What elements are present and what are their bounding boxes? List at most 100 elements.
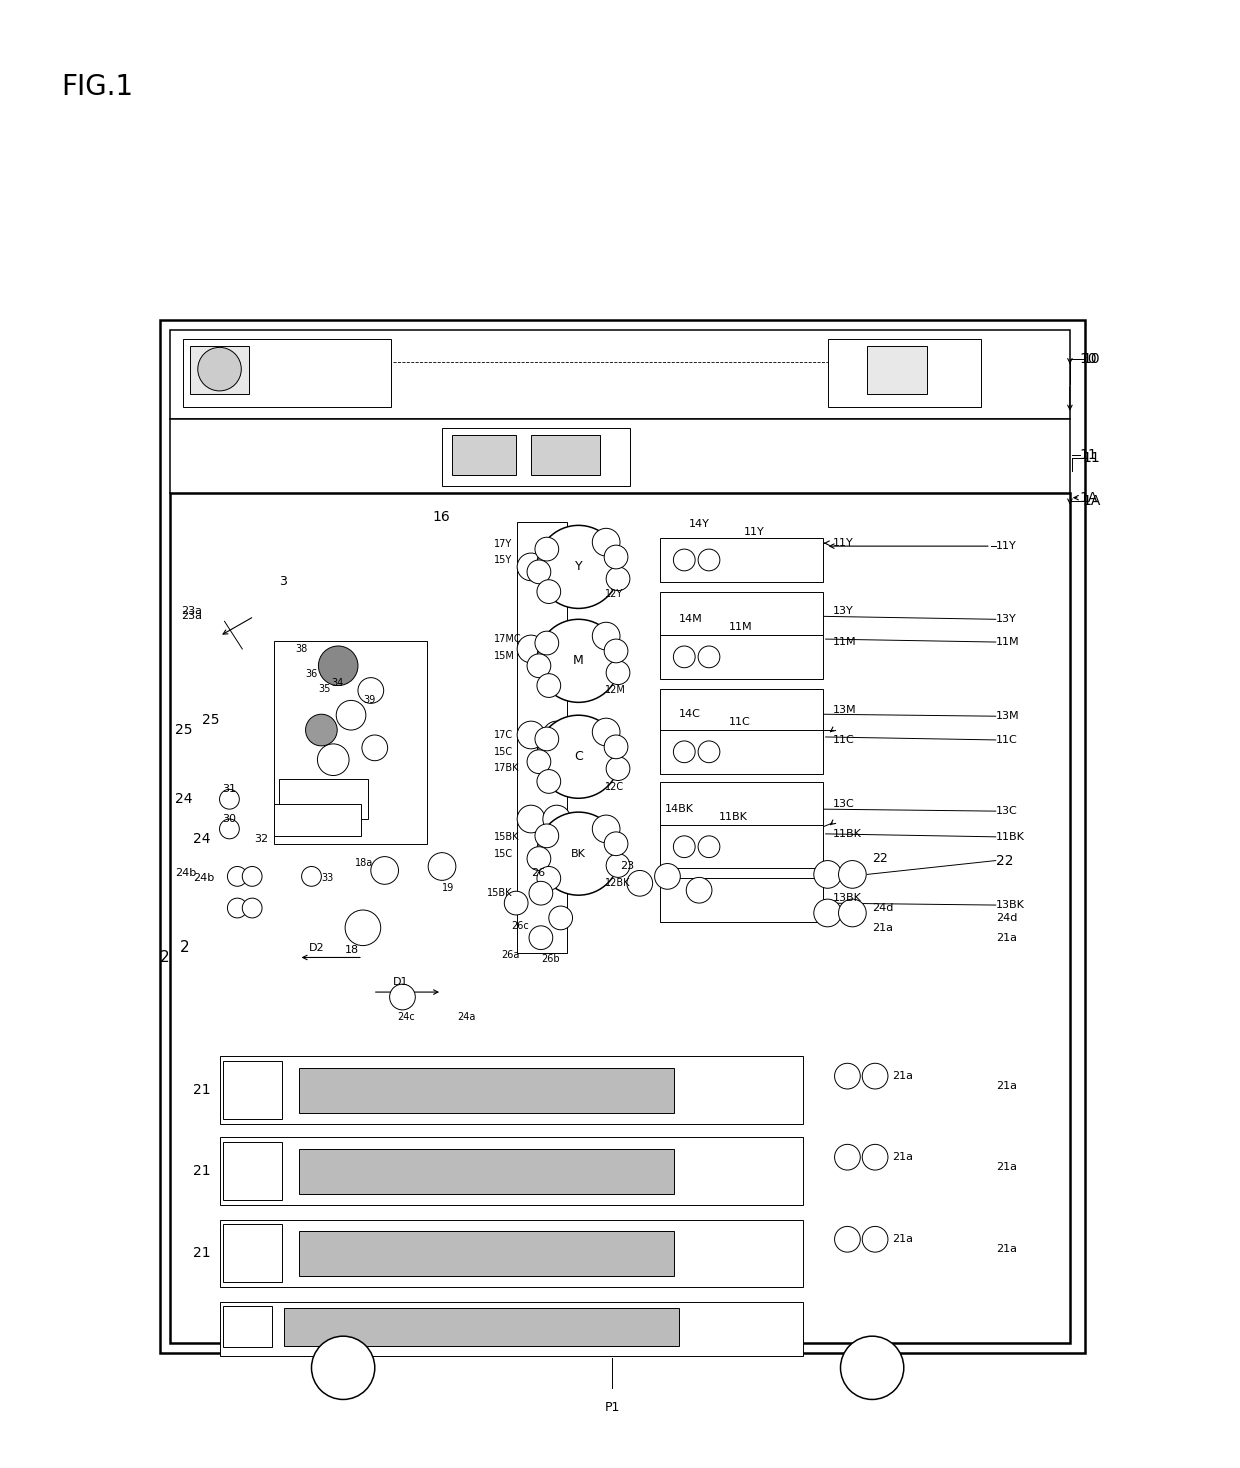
- Bar: [284, 1308, 680, 1346]
- Text: 11BK: 11BK: [719, 812, 748, 822]
- Circle shape: [534, 631, 559, 655]
- Text: 26b: 26b: [541, 954, 559, 964]
- Text: 24: 24: [175, 793, 192, 806]
- Text: 25: 25: [175, 724, 192, 737]
- Text: 17BK: 17BK: [495, 762, 520, 772]
- Circle shape: [698, 549, 720, 571]
- Bar: [660, 636, 822, 678]
- Circle shape: [604, 639, 627, 664]
- Circle shape: [517, 721, 544, 749]
- Text: 11M: 11M: [996, 637, 1019, 647]
- Text: 24d: 24d: [996, 913, 1017, 923]
- Bar: [279, 780, 368, 819]
- Circle shape: [813, 860, 842, 888]
- Text: 23a: 23a: [181, 606, 202, 617]
- Text: 26a: 26a: [501, 950, 520, 960]
- Text: 11C: 11C: [729, 718, 750, 727]
- Bar: [660, 688, 822, 733]
- Text: 15C: 15C: [495, 747, 513, 757]
- Bar: [222, 1305, 272, 1348]
- Text: 21a: 21a: [892, 1072, 913, 1080]
- Circle shape: [686, 878, 712, 903]
- Text: 22: 22: [872, 851, 888, 865]
- Bar: [660, 592, 822, 636]
- Circle shape: [841, 1336, 904, 1399]
- Text: FIG.1: FIG.1: [61, 73, 134, 101]
- Bar: [170, 330, 1070, 418]
- Circle shape: [698, 835, 720, 857]
- Circle shape: [517, 804, 544, 832]
- Circle shape: [593, 622, 620, 650]
- Bar: [299, 1149, 675, 1193]
- Circle shape: [673, 646, 696, 668]
- Circle shape: [219, 819, 239, 838]
- Circle shape: [835, 1145, 861, 1170]
- Bar: [660, 878, 822, 922]
- Circle shape: [534, 824, 559, 847]
- Text: 21a: 21a: [996, 932, 1017, 942]
- Circle shape: [537, 674, 560, 697]
- Bar: [222, 1061, 281, 1119]
- Text: 39: 39: [363, 696, 376, 706]
- Text: D1: D1: [393, 978, 408, 986]
- Text: 21a: 21a: [892, 1152, 913, 1163]
- Circle shape: [517, 553, 544, 581]
- Circle shape: [549, 906, 573, 929]
- Text: 14BK: 14BK: [665, 804, 693, 815]
- Circle shape: [527, 847, 551, 871]
- Circle shape: [428, 853, 456, 881]
- Text: 11Y: 11Y: [744, 527, 764, 537]
- Text: 12Y: 12Y: [605, 589, 624, 599]
- Circle shape: [537, 619, 620, 702]
- Text: 21: 21: [193, 1083, 211, 1097]
- Bar: [274, 804, 361, 835]
- Text: 15M: 15M: [495, 650, 516, 661]
- Bar: [867, 346, 926, 393]
- Circle shape: [537, 580, 560, 603]
- Circle shape: [838, 898, 867, 926]
- Circle shape: [543, 553, 570, 581]
- Text: 19: 19: [441, 884, 454, 893]
- Bar: [222, 1142, 281, 1199]
- Circle shape: [835, 1226, 861, 1252]
- Circle shape: [505, 891, 528, 915]
- Text: 38: 38: [295, 644, 308, 653]
- Text: 21a: 21a: [892, 1235, 913, 1245]
- Circle shape: [371, 857, 398, 884]
- Circle shape: [534, 727, 559, 750]
- Circle shape: [227, 866, 247, 887]
- Circle shape: [319, 646, 358, 686]
- Text: 1A: 1A: [1080, 490, 1099, 505]
- Circle shape: [606, 661, 630, 684]
- Circle shape: [345, 910, 381, 945]
- Bar: [660, 825, 822, 869]
- Circle shape: [673, 549, 696, 571]
- Bar: [170, 493, 1070, 1343]
- Bar: [219, 1057, 804, 1123]
- Text: 11: 11: [1083, 451, 1101, 465]
- Circle shape: [529, 926, 553, 950]
- Circle shape: [358, 678, 383, 703]
- Circle shape: [606, 756, 630, 781]
- Circle shape: [606, 567, 630, 590]
- Text: 36: 36: [305, 669, 317, 678]
- Bar: [190, 346, 249, 393]
- Text: 12C: 12C: [605, 782, 624, 793]
- Text: 25: 25: [202, 713, 219, 727]
- Circle shape: [593, 528, 620, 556]
- Circle shape: [606, 854, 630, 878]
- Circle shape: [543, 721, 570, 749]
- Bar: [441, 429, 630, 486]
- Text: 24b: 24b: [175, 869, 196, 878]
- Circle shape: [698, 741, 720, 763]
- Text: 26: 26: [531, 869, 546, 878]
- Text: M: M: [573, 655, 584, 668]
- Text: 2: 2: [160, 950, 170, 964]
- Text: 13C: 13C: [832, 799, 854, 809]
- Text: 10: 10: [1080, 352, 1097, 366]
- Text: 24b: 24b: [193, 873, 215, 884]
- Text: 3: 3: [279, 575, 286, 589]
- Text: 35: 35: [319, 684, 331, 693]
- Text: 13Y: 13Y: [832, 606, 853, 617]
- Text: P1: P1: [604, 1400, 620, 1414]
